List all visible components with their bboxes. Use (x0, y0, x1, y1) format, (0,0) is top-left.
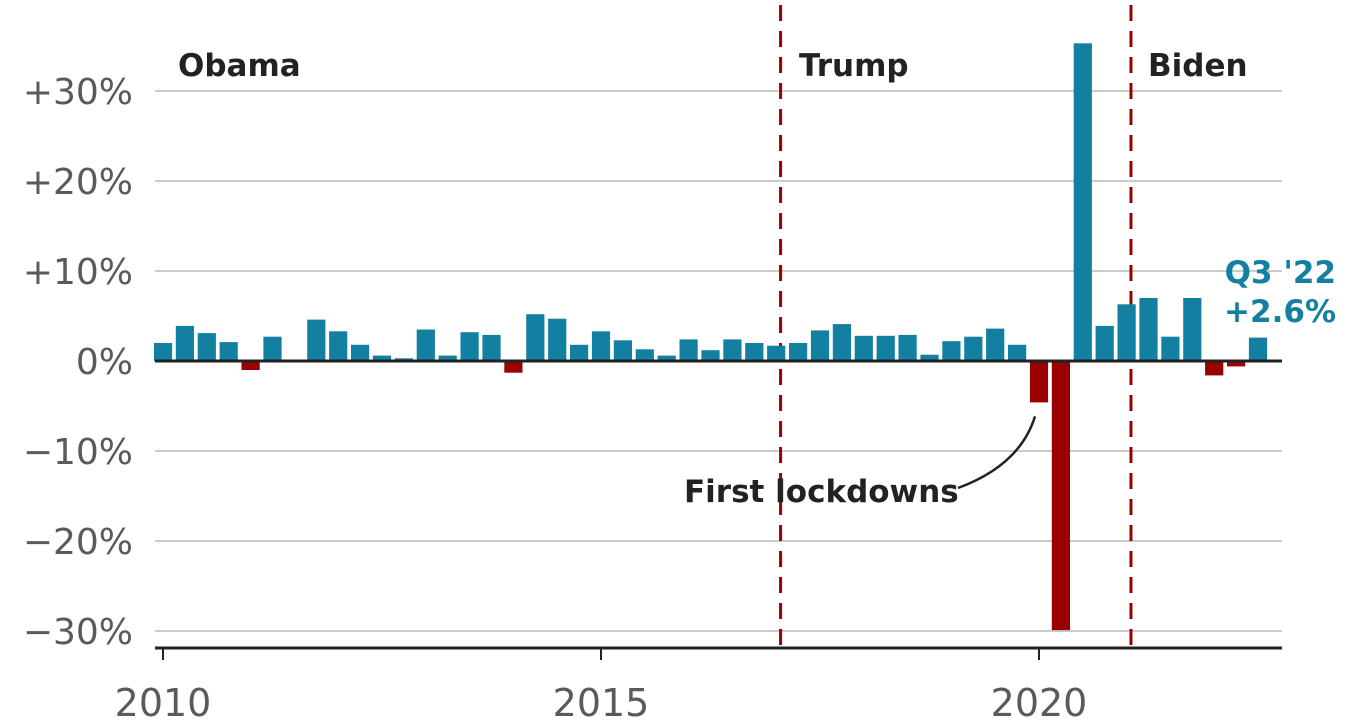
y-axis-ticks: +30% +20% +10% 0% −10% −20% −30% (23, 72, 133, 653)
lockdown-callout-line (957, 416, 1037, 490)
presidency-labels: Obama Trump Biden (178, 48, 1248, 84)
bar (175, 325, 194, 361)
bar (832, 324, 851, 361)
bar (767, 345, 786, 361)
bar (1161, 336, 1180, 361)
bar (570, 344, 589, 361)
bar (810, 330, 830, 361)
bar (153, 343, 173, 361)
bar (548, 318, 567, 361)
x-axis-ticks: 2010 2015 2020 (115, 648, 1088, 721)
bars (153, 43, 1268, 631)
lockdown-annotation: First lockdowns (684, 474, 959, 510)
bar (657, 355, 676, 361)
bar (438, 355, 457, 361)
presidency-label: Trump (799, 48, 909, 84)
bar (635, 349, 654, 361)
bar (920, 354, 939, 361)
bar (1029, 361, 1049, 403)
x-tick-label: 2020 (991, 681, 1088, 721)
bar (789, 343, 808, 361)
bar (1139, 298, 1158, 361)
bar (1008, 344, 1027, 361)
bar (1095, 325, 1114, 361)
annotations: First lockdowns Q3 '22 +2.6% (684, 255, 1336, 510)
bar (1073, 43, 1092, 362)
bar (942, 341, 961, 361)
bar (986, 328, 1005, 361)
presidency-label: Biden (1148, 48, 1248, 84)
bar (745, 343, 764, 361)
bar (876, 335, 895, 361)
bar (482, 334, 501, 361)
y-tick-label: 0% (76, 342, 133, 383)
y-tick-label: +10% (23, 252, 133, 293)
bar (460, 332, 479, 361)
bar (526, 314, 545, 361)
axes (155, 359, 1282, 650)
bar (219, 342, 238, 361)
y-tick-label: +30% (23, 72, 133, 113)
bar (197, 333, 216, 361)
bar (307, 319, 326, 361)
bar (1205, 361, 1224, 376)
latest-value-label: +2.6% (1224, 294, 1336, 330)
bar (372, 355, 392, 361)
bar (701, 350, 720, 361)
bar (1117, 304, 1136, 361)
bar (723, 339, 742, 361)
bar (351, 344, 370, 361)
x-tick-label: 2010 (115, 681, 212, 721)
bar (241, 361, 260, 370)
gridlines (155, 90, 1282, 632)
bar (591, 331, 611, 361)
bar (1248, 337, 1268, 361)
bar (1183, 298, 1202, 361)
bar (329, 331, 348, 361)
y-tick-label: −20% (23, 522, 133, 563)
bar (1051, 361, 1070, 631)
bar (263, 336, 282, 361)
presidency-label: Obama (178, 48, 301, 84)
y-tick-label: −10% (23, 432, 133, 473)
bar (416, 329, 435, 361)
x-tick-label: 2015 (553, 681, 650, 721)
bar (854, 335, 873, 361)
y-tick-label: +20% (23, 162, 133, 203)
bar (898, 334, 917, 361)
bar (504, 361, 523, 373)
bar (1227, 361, 1246, 367)
latest-quarter-label: Q3 '22 (1225, 255, 1336, 291)
bar (613, 340, 632, 361)
bar (964, 336, 983, 361)
bar (679, 339, 698, 361)
y-tick-label: −30% (23, 612, 133, 653)
